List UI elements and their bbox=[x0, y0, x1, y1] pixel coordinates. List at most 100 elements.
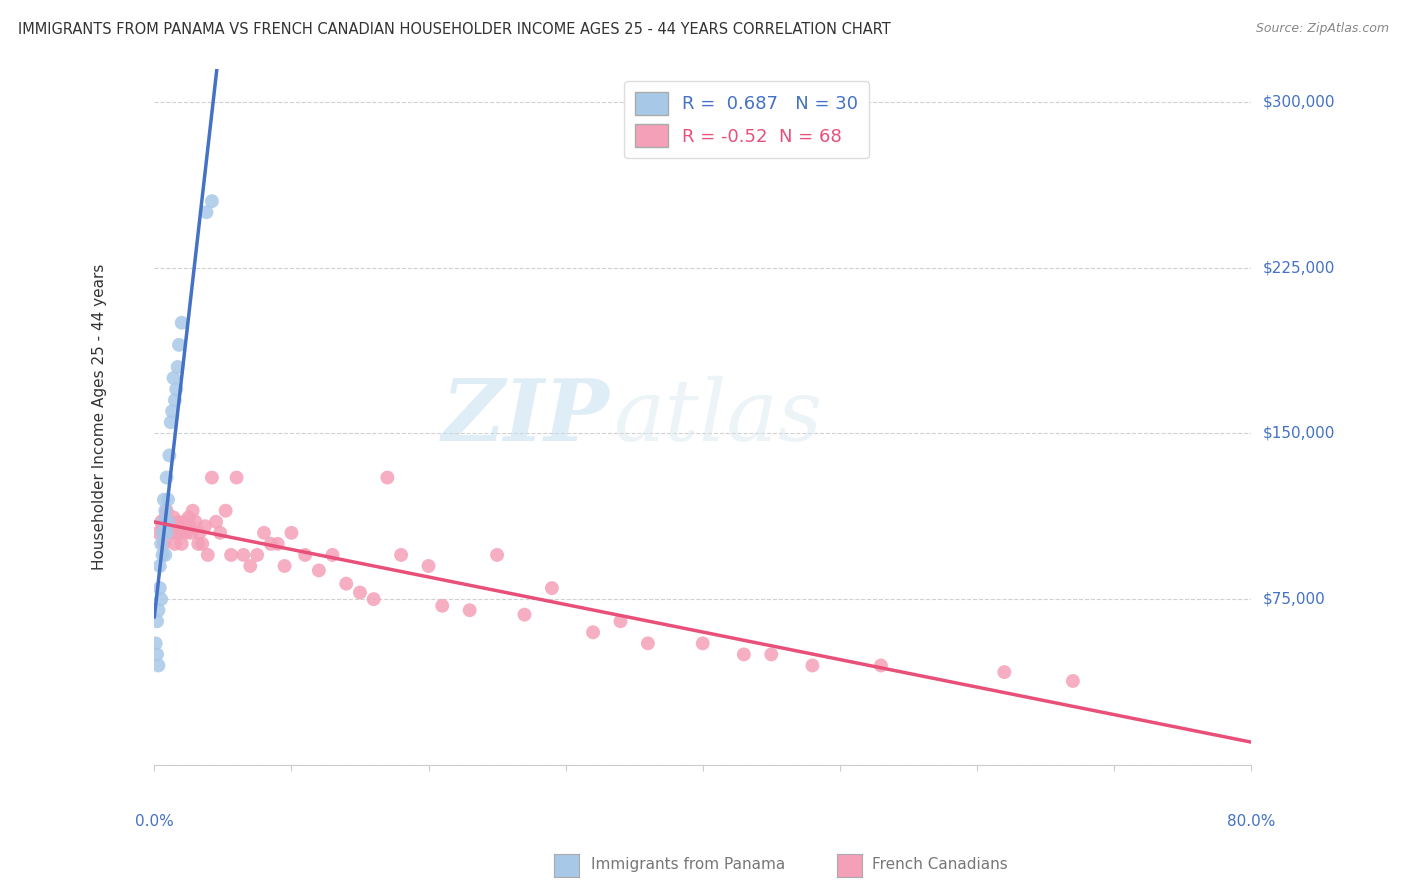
Point bbox=[389, 548, 412, 562]
Text: ZIP: ZIP bbox=[441, 375, 609, 458]
Point bbox=[162, 371, 184, 385]
Point bbox=[148, 658, 170, 673]
Point bbox=[170, 316, 193, 330]
Point bbox=[201, 470, 224, 484]
Point bbox=[156, 525, 179, 540]
Point bbox=[157, 519, 180, 533]
Point bbox=[150, 592, 173, 607]
Point bbox=[166, 515, 188, 529]
Point bbox=[363, 592, 385, 607]
Point bbox=[260, 537, 283, 551]
Point bbox=[148, 525, 170, 540]
Point bbox=[172, 519, 194, 533]
Point bbox=[194, 519, 217, 533]
Point bbox=[993, 665, 1015, 679]
Text: $225,000: $225,000 bbox=[1263, 260, 1334, 275]
Point bbox=[162, 510, 184, 524]
Point bbox=[188, 525, 211, 540]
Point bbox=[150, 537, 173, 551]
Point bbox=[169, 525, 191, 540]
Text: Immigrants from Panama: Immigrants from Panama bbox=[591, 857, 785, 872]
Text: $150,000: $150,000 bbox=[1263, 425, 1334, 441]
Point bbox=[180, 525, 202, 540]
Point bbox=[205, 515, 228, 529]
Text: $75,000: $75,000 bbox=[1263, 591, 1324, 607]
Point bbox=[191, 537, 214, 551]
Point bbox=[273, 559, 295, 574]
Point bbox=[148, 603, 170, 617]
Point bbox=[155, 504, 177, 518]
Point bbox=[160, 519, 183, 533]
Point bbox=[166, 359, 188, 374]
Point bbox=[335, 576, 357, 591]
Point bbox=[195, 205, 218, 219]
Point bbox=[432, 599, 454, 613]
Point bbox=[253, 525, 276, 540]
Point bbox=[418, 559, 440, 574]
Point bbox=[145, 636, 167, 650]
Point bbox=[163, 393, 186, 408]
Point bbox=[609, 614, 631, 628]
Point bbox=[157, 449, 180, 463]
Point bbox=[322, 548, 344, 562]
Point bbox=[149, 559, 172, 574]
Point bbox=[733, 648, 755, 662]
Point bbox=[280, 525, 302, 540]
Point bbox=[179, 519, 201, 533]
Point bbox=[155, 548, 177, 562]
Text: Source: ZipAtlas.com: Source: ZipAtlas.com bbox=[1256, 22, 1389, 36]
Point bbox=[232, 548, 254, 562]
Point bbox=[239, 559, 262, 574]
Legend: R =  0.687   N = 30, R = -0.52  N = 68: R = 0.687 N = 30, R = -0.52 N = 68 bbox=[624, 81, 869, 158]
Point bbox=[153, 515, 176, 529]
Point bbox=[246, 548, 269, 562]
Point bbox=[197, 548, 219, 562]
Point bbox=[637, 636, 659, 650]
Point bbox=[214, 504, 236, 518]
Point bbox=[582, 625, 605, 640]
Point bbox=[156, 504, 179, 518]
Point bbox=[513, 607, 536, 622]
Point bbox=[165, 525, 187, 540]
Point bbox=[155, 510, 177, 524]
Point bbox=[801, 658, 824, 673]
Point bbox=[692, 636, 714, 650]
Point bbox=[167, 338, 190, 352]
Point bbox=[170, 537, 193, 551]
Point bbox=[146, 648, 169, 662]
Point bbox=[377, 470, 399, 484]
Point bbox=[149, 581, 172, 595]
Point bbox=[761, 648, 783, 662]
Point bbox=[541, 581, 564, 595]
Point bbox=[294, 548, 316, 562]
Point bbox=[486, 548, 509, 562]
Point bbox=[167, 519, 190, 533]
Text: IMMIGRANTS FROM PANAMA VS FRENCH CANADIAN HOUSEHOLDER INCOME AGES 25 - 44 YEARS : IMMIGRANTS FROM PANAMA VS FRENCH CANADIA… bbox=[18, 22, 891, 37]
Point bbox=[201, 194, 224, 209]
Point bbox=[225, 470, 247, 484]
Text: 0.0%: 0.0% bbox=[135, 814, 174, 829]
Point bbox=[308, 563, 330, 577]
Point bbox=[177, 510, 200, 524]
Text: atlas: atlas bbox=[613, 376, 823, 458]
Text: French Canadians: French Canadians bbox=[872, 857, 1008, 872]
Point bbox=[146, 614, 169, 628]
Point bbox=[173, 515, 195, 529]
Point bbox=[174, 525, 197, 540]
Text: 80.0%: 80.0% bbox=[1227, 814, 1275, 829]
Point bbox=[159, 415, 181, 429]
Point bbox=[160, 404, 183, 418]
Point bbox=[157, 515, 180, 529]
Point bbox=[187, 537, 209, 551]
Point bbox=[156, 470, 179, 484]
Point bbox=[157, 515, 180, 529]
Point bbox=[870, 658, 893, 673]
Point bbox=[163, 537, 186, 551]
Point bbox=[267, 537, 290, 551]
Point bbox=[165, 382, 187, 396]
Point bbox=[150, 515, 173, 529]
Point bbox=[1062, 673, 1084, 688]
Point bbox=[349, 585, 371, 599]
Point bbox=[152, 548, 174, 562]
Text: $300,000: $300,000 bbox=[1263, 95, 1334, 109]
